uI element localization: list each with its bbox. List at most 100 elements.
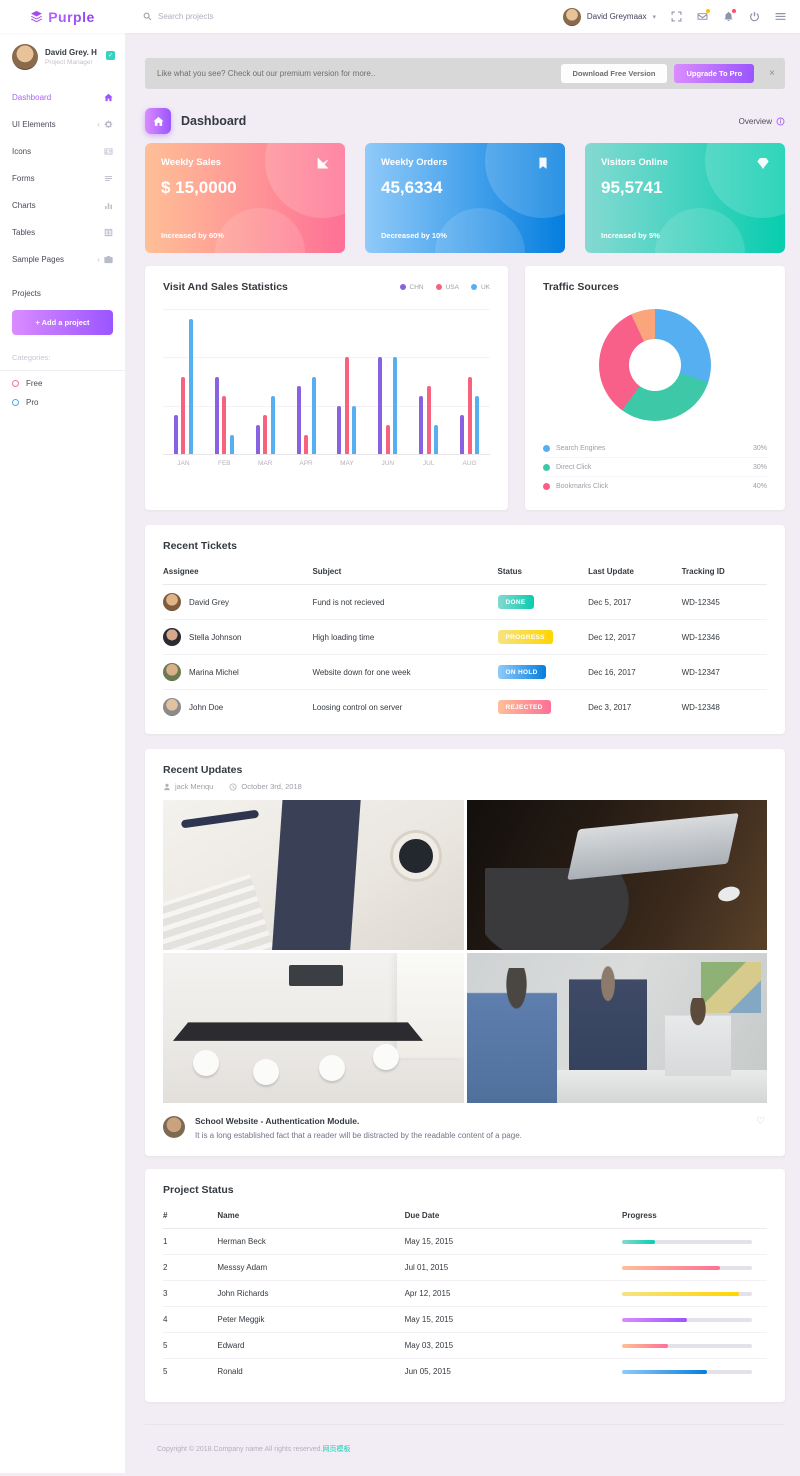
traffic-legend-row: Search Engines 30% [543, 439, 767, 458]
navbar-actions: David Greymaax ▾ [562, 7, 800, 26]
sidebar-item-icons: ‹ [97, 255, 113, 264]
legend-dot-icon [435, 284, 442, 290]
user-avatar [562, 7, 581, 26]
bar-group-may [337, 309, 357, 454]
sidebar-item-label: Icons [12, 147, 32, 156]
overview-label: Overview [738, 116, 772, 126]
clock-icon [229, 782, 237, 791]
user-menu[interactable]: David Greymaax ▾ [562, 7, 656, 26]
chart-gridline [163, 309, 490, 310]
post-avatar [163, 1116, 185, 1138]
ticket-assignee-cell: Marina Michel [163, 654, 313, 690]
user-name: David Greymaax [586, 12, 647, 21]
table-row[interactable]: Stella Johnson High loading time PROGRESS D… [163, 619, 767, 655]
sidebar-item-ui-elements[interactable]: UI Elements ‹ [0, 111, 125, 138]
sidebar-item-dashboard[interactable]: Dashboard [0, 84, 125, 111]
post-summary: School Website - Authentication Module. … [163, 1116, 767, 1140]
layers-icon [30, 10, 43, 23]
laptop-shape [566, 812, 739, 881]
legend-dot-icon [470, 284, 477, 290]
assignee-name: Stella Johnson [189, 632, 242, 642]
upgrade-pro-button[interactable]: Upgrade To Pro [674, 64, 755, 83]
table-row[interactable]: 1 Herman Beck May 15, 2015 [163, 1228, 767, 1255]
bar-uk-apr [311, 376, 316, 454]
legend-dot-icon [543, 444, 550, 452]
heart-icon[interactable]: ♡ [756, 1116, 765, 1127]
overview-link[interactable]: Overview [739, 117, 785, 126]
table-row[interactable]: Marina Michel Website down for one week ON… [163, 654, 767, 690]
recent-updates-card: Recent Updates jack Menqu October 3rd, 2… [145, 749, 785, 1156]
meeting-room-photo [163, 953, 464, 1103]
assignee-avatar [163, 593, 181, 611]
category-label: Pro [26, 398, 39, 407]
projects-heading: Projects [12, 289, 41, 298]
chart-line-icon [317, 157, 329, 169]
bar-group-jun [378, 309, 398, 454]
assignee: John Doe [163, 698, 308, 716]
table-row[interactable]: John Doe Loosing control on server REJECTE… [163, 690, 767, 725]
tickets-column-header: Last Update [588, 558, 682, 585]
stat-card-title: Weekly Orders [381, 157, 448, 168]
page-header: Dashboard Overview [145, 108, 785, 134]
sidebar-item-icons[interactable]: Icons [0, 138, 125, 165]
bar-uk-jul [434, 425, 439, 454]
sidebar-item-tables[interactable]: Tables [0, 219, 125, 246]
project-due-cell: Jun 05, 2015 [404, 1367, 451, 1376]
notebook-shape [271, 800, 362, 950]
power-icon[interactable] [749, 11, 760, 22]
project-progress-cell [622, 1254, 767, 1281]
bar-uk-jan [188, 318, 193, 454]
profile-role: Project Manager [45, 59, 93, 66]
list-toggle-icon[interactable] [775, 11, 786, 22]
bar-chn-may [337, 405, 342, 454]
bar-uk-may [352, 405, 357, 454]
bar-uk-feb [229, 434, 234, 454]
verified-badge-icon: ✓ [106, 51, 115, 60]
x-axis-label: AUG [462, 460, 477, 467]
ticket-status-cell: PROGRESS [497, 619, 589, 655]
category-item-pro[interactable]: Pro [0, 390, 125, 409]
recent-updates-title: Recent Updates [163, 764, 243, 776]
assignee-avatar [163, 698, 181, 716]
project-due-cell: May 15, 2015 [404, 1306, 623, 1333]
footer-link[interactable]: 网页模板 [322, 1446, 351, 1453]
table-row[interactable]: 5 Edward May 03, 2015 [163, 1332, 767, 1359]
mouse-shape [716, 884, 742, 904]
category-item-free[interactable]: Free [0, 371, 125, 390]
legend-item-usa: USA [435, 284, 459, 291]
project-status-table: # Name Due Date Progress 1 Herman Beck May 15… [163, 1202, 767, 1384]
expand-icon[interactable] [671, 11, 682, 22]
table-row[interactable]: 2 Messsy Adam Jul 01, 2015 [163, 1254, 767, 1281]
add-project-button[interactable]: + Add a project [12, 310, 113, 335]
list-lines-icon [104, 174, 113, 183]
info-circle-icon [776, 117, 785, 126]
traffic-sources-card: Traffic Sources Search Engines 30% Direct … [525, 266, 785, 510]
post-title: School Website - Authentication Module. [195, 1116, 360, 1126]
table-row[interactable]: 3 John Richards Apr 12, 2015 [163, 1280, 767, 1307]
bar-chn-mar [255, 425, 260, 454]
table-row[interactable]: 4 Peter Meggik May 15, 2015 [163, 1306, 767, 1333]
x-axis-label: JUN [381, 460, 395, 467]
table-grid-icon [104, 228, 113, 237]
sidebar-profile[interactable]: David Grey. H Project Manager ✓ [0, 33, 125, 80]
bell-icon[interactable] [723, 9, 736, 22]
sidebar-item-charts[interactable]: Charts [0, 192, 125, 219]
sidebar-item-forms[interactable]: Forms [0, 165, 125, 192]
search-input[interactable] [158, 12, 278, 21]
post-text: It is a long established fact that a rea… [195, 1131, 522, 1140]
project-progress-cell [622, 1332, 767, 1359]
post-date-text: October 3rd, 2018 [241, 782, 302, 791]
page-title: Dashboard [181, 114, 247, 128]
close-icon[interactable]: × [769, 68, 775, 79]
table-row[interactable]: David Grey Fund is not recieved DONE Dec 5,… [163, 584, 767, 620]
project-num-cell: 4 [163, 1306, 218, 1333]
table-row[interactable]: 5 Ronald Jun 05, 2015 [163, 1359, 767, 1385]
envelope-icon[interactable] [697, 9, 710, 22]
tickets-column-header: Assignee [163, 558, 313, 585]
brand-logo[interactable]: Purple [0, 9, 125, 25]
bar-usa-apr [304, 434, 309, 454]
sidebar-item-sample-pages[interactable]: Sample Pages ‹ [0, 246, 125, 273]
progress-bar [622, 1291, 753, 1296]
download-free-button[interactable]: Download Free Version [560, 64, 668, 83]
donut-hole [629, 339, 681, 391]
